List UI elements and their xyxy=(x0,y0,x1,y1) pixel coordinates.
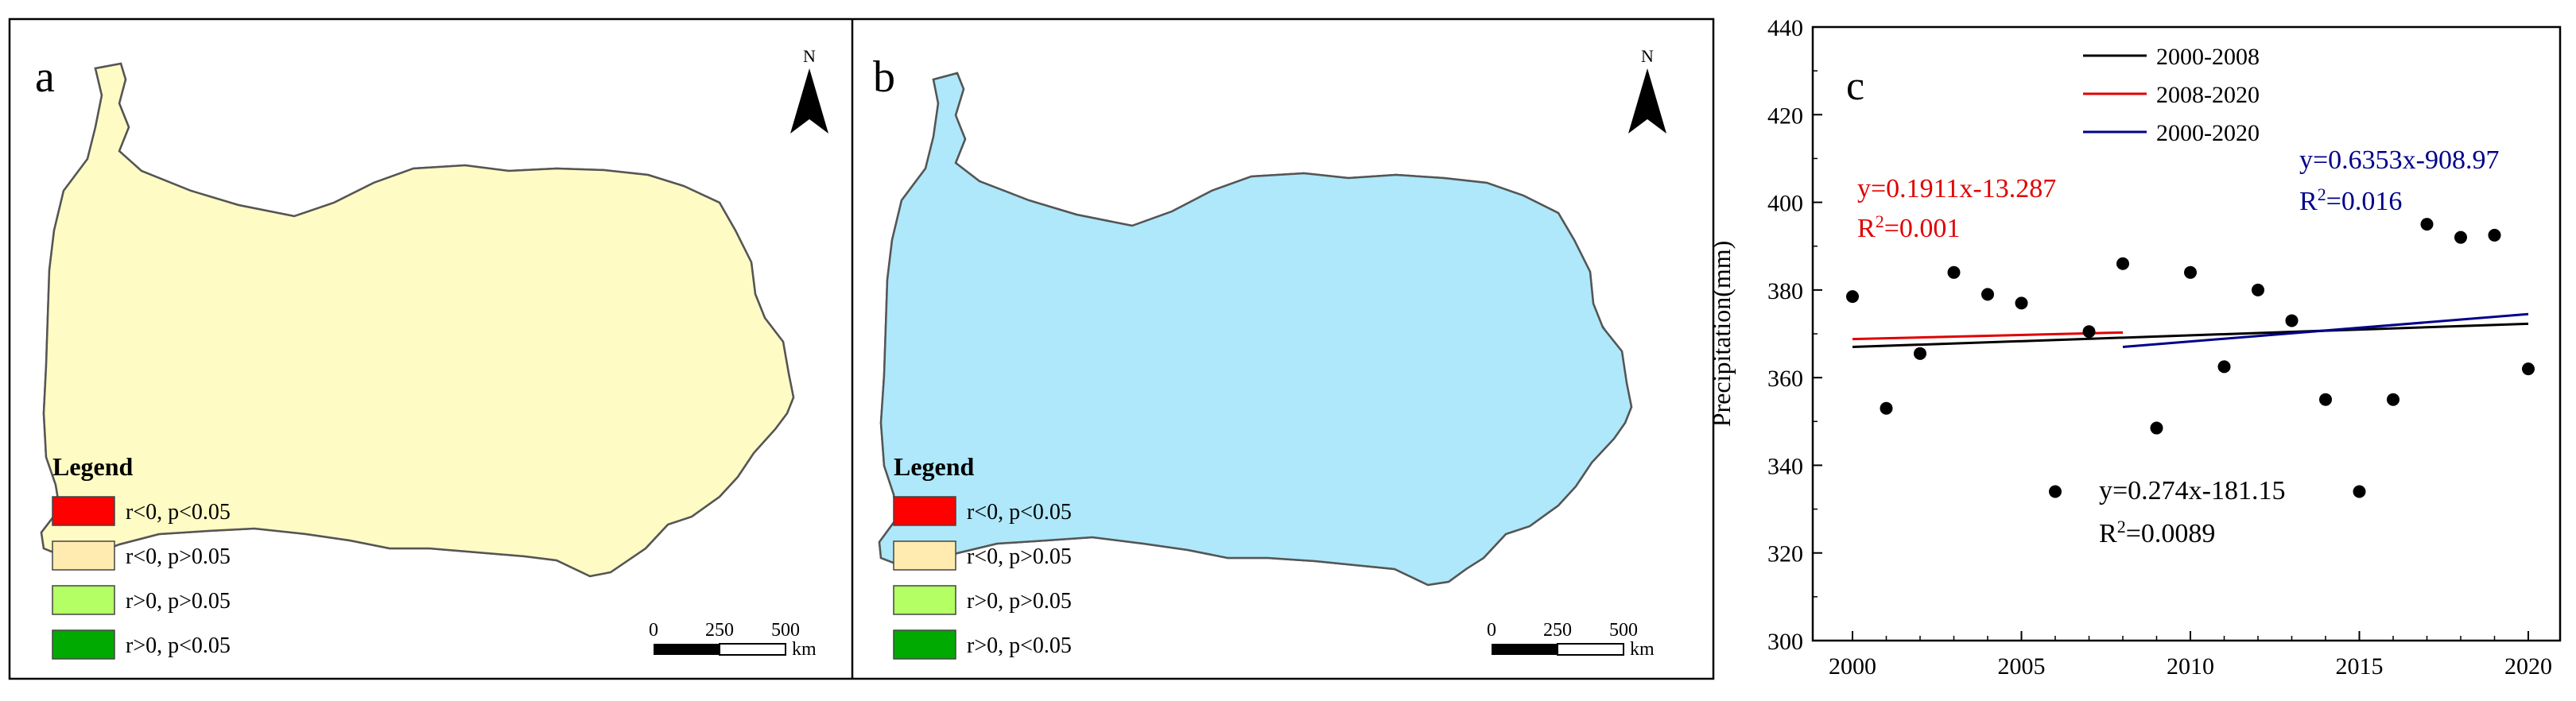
legend-title-a: Legend xyxy=(52,452,134,481)
y-tick-label-380: 380 xyxy=(1767,278,1803,304)
svg-text:0: 0 xyxy=(1487,620,1496,641)
annotation-eq-2000-2020: y=0.6353x-908.97 xyxy=(2299,145,2500,175)
data-point-2000 xyxy=(1846,290,1859,304)
data-point-2006 xyxy=(2049,485,2062,498)
chart-legend: 2000-2008 2008-2020 2000-2020 xyxy=(2083,44,2260,146)
data-point-2004 xyxy=(1981,288,1994,301)
data-point-2014 xyxy=(2319,393,2332,406)
legend-swatch-b-1 xyxy=(893,540,956,571)
legend-swatch-a-3 xyxy=(52,629,115,660)
north-arrow-left-a xyxy=(790,68,809,134)
x-tick-label-2010: 2010 xyxy=(2167,653,2214,680)
annotation-eq-2008-2020: y=0.1911x-13.287 xyxy=(1857,174,2056,203)
data-point-2005 xyxy=(2015,296,2028,310)
y-axis-label: Precipitation(mm) xyxy=(1707,241,1736,428)
fit-line-2000-2020 xyxy=(2122,312,2529,349)
fit-lines xyxy=(1852,312,2529,349)
y-tick-label-420: 420 xyxy=(1767,103,1803,129)
north-arrow-right-b xyxy=(1647,68,1666,134)
data-points xyxy=(1846,218,2535,498)
legend-swatch-a-0 xyxy=(52,496,115,526)
x-tick-label-2000: 2000 xyxy=(1829,653,1876,680)
precipitation-chart: c Precipitation(mm) 300 320 340 360 380 400 42… xyxy=(1707,15,2562,680)
annotation-r2-2000-2020: R2=0.016 xyxy=(2299,184,2402,217)
svg-text:km: km xyxy=(1630,639,1655,660)
data-point-2007 xyxy=(2082,325,2096,339)
legend-label-a-3: r>0, p<0.05 xyxy=(126,633,231,658)
svg-text:N: N xyxy=(803,46,816,66)
fit-line-2000-2008 xyxy=(1852,322,2529,349)
svg-text:km: km xyxy=(792,639,817,660)
north-arrow-b: N xyxy=(1628,46,1666,134)
y-tick-label-400: 400 xyxy=(1767,191,1803,217)
y-tick-label-340: 340 xyxy=(1767,453,1803,479)
north-arrow-a: N xyxy=(790,46,828,134)
legend-title-b: Legend xyxy=(894,452,975,481)
y-tick-label-300: 300 xyxy=(1767,629,1803,655)
data-point-2008 xyxy=(2116,257,2129,270)
legend-label-a-2: r>0, p>0.05 xyxy=(126,589,231,614)
scale-bar-b: 0 250 500 km xyxy=(1487,620,1655,660)
data-point-2011 xyxy=(2217,360,2231,374)
legend-swatch-a-1 xyxy=(52,540,115,571)
data-point-2002 xyxy=(1914,347,1926,360)
data-point-2009 xyxy=(2150,421,2163,435)
legend-label-b-3: r>0, p<0.05 xyxy=(967,633,1072,658)
data-point-2018 xyxy=(2454,230,2467,244)
scale-bar-a: 0 250 500 km xyxy=(649,620,817,660)
svg-text:N: N xyxy=(1641,46,1654,66)
panel-label-c: c xyxy=(1846,64,1864,109)
legend-swatch-a-2 xyxy=(52,585,115,615)
annotation-eq-2000-2008: y=0.274x-181.15 xyxy=(2099,476,2286,505)
y-tick-label-440: 440 xyxy=(1767,15,1803,41)
svg-text:500: 500 xyxy=(1609,620,1638,641)
data-point-2017 xyxy=(2420,218,2434,231)
legend-swatch-b-3 xyxy=(893,629,956,660)
y-axis: 300 320 340 360 380 400 420 440 xyxy=(1767,15,1822,655)
data-point-2012 xyxy=(2252,283,2264,296)
map-panel-a: a N Legend r<0, p<0.05r<0, p>0.05r>0, p> xyxy=(35,46,828,660)
panel-label-b: b xyxy=(873,52,895,102)
data-point-2010 xyxy=(2184,265,2197,279)
y-tick-label-320: 320 xyxy=(1767,541,1803,567)
annotation-r2-2000-2008: R2=0.0089 xyxy=(2099,517,2215,549)
legend-label-a-1: r<0, p>0.05 xyxy=(126,544,231,569)
legend-label-a-0: r<0, p<0.05 xyxy=(126,500,231,525)
svg-text:0: 0 xyxy=(649,620,658,641)
data-point-2013 xyxy=(2285,314,2299,327)
map-panel-b: b N Legend r<0, p<0.05 r<0, p>0.05 r>0, p>… xyxy=(873,46,1666,660)
annotation-r2-2008-2020: R2=0.001 xyxy=(1857,211,1960,244)
north-arrow-left-b xyxy=(1628,68,1647,134)
chart-legend-label-2000-2020: 2000-2020 xyxy=(2156,120,2260,146)
fit-line-2008-2020 xyxy=(1852,331,2124,341)
x-axis: 2000 2005 2010 2015 2020 xyxy=(1829,631,2552,680)
data-point-2019 xyxy=(2488,228,2501,242)
x-tick-label-2005: 2005 xyxy=(1998,653,2046,680)
legend-a: Legend r<0, p<0.05 r<0, p>0.05 r>0, p>0.05… xyxy=(52,452,231,660)
panel-label-a: a xyxy=(35,52,55,102)
north-arrow-right-a xyxy=(809,68,828,134)
data-point-2020 xyxy=(2522,362,2535,376)
legend-label-b-2: r>0, p>0.05 xyxy=(967,589,1072,614)
chart-legend-label-2008-2020: 2008-2020 xyxy=(2156,82,2260,108)
legend-swatch-b-2 xyxy=(893,585,956,615)
svg-text:250: 250 xyxy=(705,620,734,641)
x-tick-label-2020: 2020 xyxy=(2504,653,2552,680)
legend-label-b-1: r<0, p>0.05 xyxy=(967,544,1072,569)
data-point-2015 xyxy=(2353,485,2366,498)
data-point-2003 xyxy=(1947,265,1961,279)
legend-label-b-0: r<0, p<0.05 xyxy=(967,500,1072,525)
chart-legend-label-2000-2008: 2000-2008 xyxy=(2156,44,2260,70)
data-point-2016 xyxy=(2387,393,2399,406)
svg-text:250: 250 xyxy=(1543,620,1572,641)
legend-b: Legend r<0, p<0.05 r<0, p>0.05 r>0, p>0.05… xyxy=(893,452,1072,660)
x-tick-label-2015: 2015 xyxy=(2336,653,2384,680)
svg-text:500: 500 xyxy=(771,620,800,641)
data-point-2001 xyxy=(1880,401,1893,415)
legend-swatch-b-0 xyxy=(893,496,956,526)
plot-area xyxy=(1811,25,2562,642)
y-tick-label-360: 360 xyxy=(1767,366,1803,392)
